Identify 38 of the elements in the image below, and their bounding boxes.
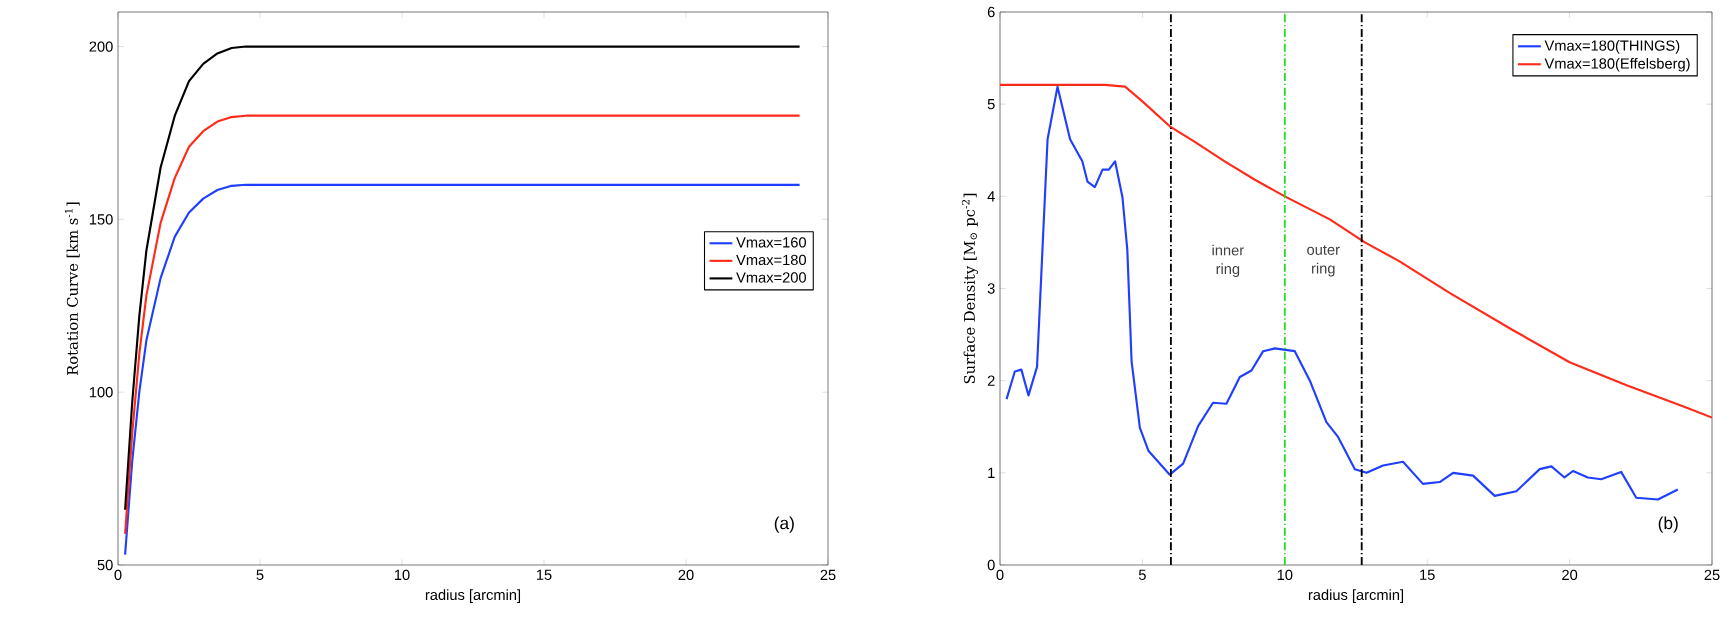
y-axis-title: Rotation Curve [km s$^{-1}$] [64,202,80,375]
line-series [1000,83,1713,419]
x-axis-title: radius [arcmin] [1308,589,1404,603]
legend-label: Vmax=180(THINGS) [1544,39,1680,54]
y-tick-label: 4 [987,191,995,202]
legend-label: Vmax=160 [736,237,807,248]
y-tick-label: 0 [987,559,995,571]
x-tick-label: 25 [820,569,836,581]
y-tick-label: 100 [89,387,113,398]
x-tick-label: 5 [256,569,264,580]
annotation: inner ring [1212,244,1244,278]
x-tick-label: 0 [996,569,1004,581]
x-tick-label: 20 [1562,569,1578,581]
y-tick-label: 150 [89,214,113,225]
legend-label: Vmax=180(Effelsberg) [1544,57,1690,72]
x-tick-label: 5 [1138,569,1146,580]
y-tick-label: 6 [987,6,995,18]
annotation: (b) [1658,516,1678,533]
y-tick-label: 2 [987,375,995,386]
line-series [1005,85,1679,501]
legend-label: Vmax=180 [736,254,807,266]
x-tick-label: 10 [394,569,410,581]
x-axis-title: radius [arcmin] [425,589,521,603]
y-tick-label: 1 [988,467,995,478]
y-tick-label: 200 [89,41,113,52]
x-tick-label: 20 [678,569,694,581]
annotation: outer ring [1307,245,1340,277]
x-tick-label: 0 [114,569,122,581]
x-tick-label: 15 [1420,569,1435,580]
x-tick-label: 10 [1277,569,1293,581]
annotation: (a) [774,516,794,533]
y-axis-title: Surface Density [M$_{⊙}$ pc$^{-2}$] [961,193,978,384]
x-tick-label: 15 [536,569,552,580]
legend-label: Vmax=200 [736,272,807,283]
y-tick-label: 50 [97,559,113,571]
y-tick-label: 5 [987,99,995,110]
y-tick-label: 3 [987,283,995,294]
x-tick-label: 25 [1704,569,1720,581]
